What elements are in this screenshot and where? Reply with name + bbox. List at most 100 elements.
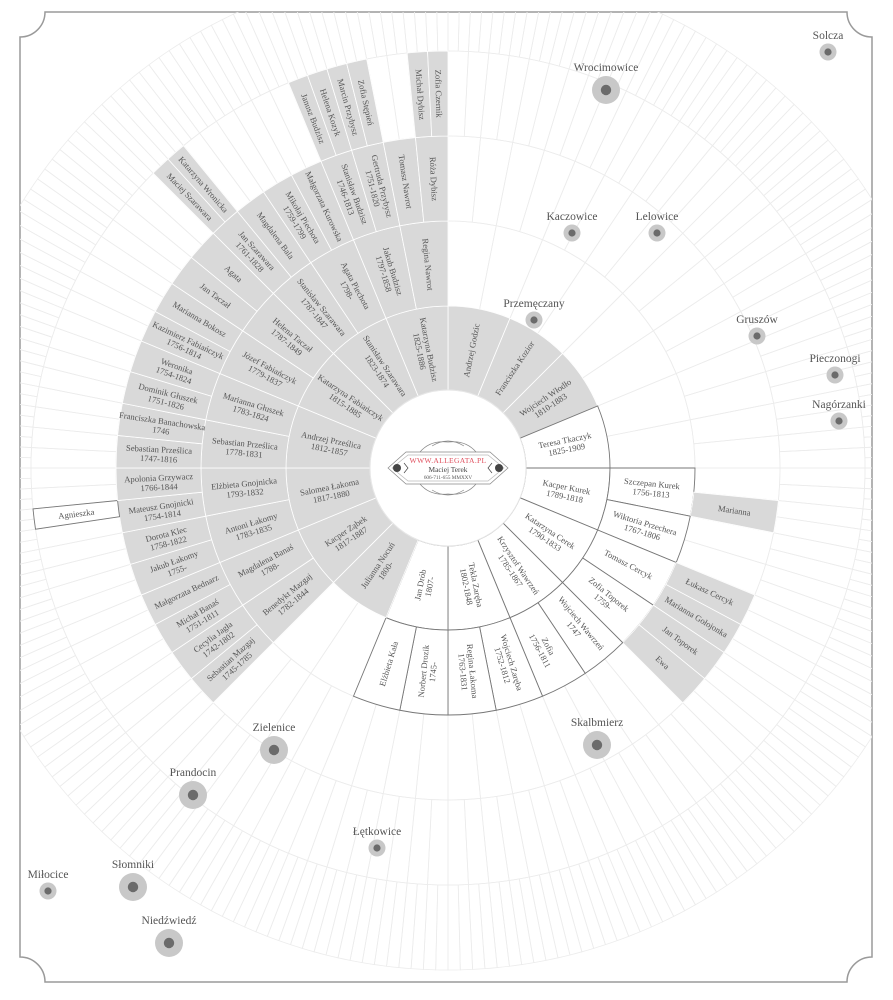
person-wedge[interactable]: Teresa Tkaczyk1825-1909 [519,405,611,469]
person-wedge[interactable]: Elżbieta Gnojnicka1793-1832 [200,467,290,517]
empty-slot [232,12,280,92]
person-label: Regina Łakoma1763-1831 [455,643,480,699]
person-wedge[interactable]: Józef Fabiańczyk1779-1837 [219,330,314,407]
place-marker[interactable]: Gruszów [736,314,778,345]
person-dates: 1778-1831 [225,446,263,460]
place-dot-icon [373,844,381,852]
place-marker[interactable]: Wrocimowice [574,62,639,104]
place-marker[interactable]: Kaczowice [546,211,598,242]
empty-slot [815,654,872,706]
person-wedge[interactable]: Ewa [622,624,706,704]
person-wedge[interactable]: Zofia1756-1811 [509,602,586,697]
empty-slot [20,636,72,684]
place-marker[interactable]: Przemęczany [503,298,565,329]
person-wedge[interactable]: Wojciech Zaręba1752-1812 [479,617,544,711]
empty-slot [815,230,872,282]
person-wedge[interactable]: Elżbieta Kała [352,617,417,711]
person-wedge[interactable]: Sebastian Prześlica1778-1831 [200,419,290,469]
person-wedge[interactable]: Tekla Zaręba1802-1848 [447,539,511,631]
place-marker[interactable]: Słomniki [112,859,154,901]
empty-slot [20,477,32,494]
person-wedge[interactable]: Zofia Czernik [427,50,449,137]
person-label: Marianna [717,503,751,518]
empty-slot [20,230,81,282]
person-dates: 1745- [427,661,439,682]
person-dates: 1747-1816 [140,453,178,465]
empty-slot [20,568,47,603]
empty-slot [832,617,872,661]
person-wedge[interactable]: Apolonia Grzywacz1766-1844 [115,467,203,501]
wedge-shape [167,145,238,223]
place-marker[interactable]: Skalbmierz [571,717,623,759]
person-wedge[interactable]: Tomasz Nawrot [382,137,425,227]
person-wedge[interactable]: Mateusz Gnojnicki1754-1814 [117,491,207,534]
place-dot-icon [268,744,280,756]
place-label: Skalbmierz [571,717,623,729]
person-wedge[interactable]: Sebastian Prześlica1747-1816 [115,435,203,469]
place-marker[interactable]: Zielenice [253,722,296,764]
empty-slot [20,467,32,481]
person-wedge[interactable]: Benedykt Mazgaj1782-1844 [242,557,335,644]
person-wedge[interactable]: Wiktoria Przechera1767-1806 [597,499,691,564]
place-dot-icon [163,937,175,949]
person-wedge[interactable]: Agnieszka [32,500,121,530]
place-marker[interactable]: Niedźwiedź [142,915,197,957]
person-wedge[interactable]: Weronika1754-1824 [129,340,221,397]
person-wedge[interactable]: Wojciech Włodło1810-1883 [502,352,599,439]
person-wedge[interactable]: Kacper Ząbek1817-1887 [297,497,394,584]
place-dot-icon [127,881,139,893]
person-wedge[interactable]: Michał Dybisz [406,51,433,139]
person-label: Sebastian Prześlica1747-1816 [125,443,192,466]
person-wedge[interactable]: Zofia Stępień [346,58,384,147]
place-marker[interactable]: Nagórzanki [812,399,866,430]
place-label: Solcza [813,30,844,42]
place-marker[interactable]: Prandocin [170,767,217,809]
empty-slot [861,508,872,530]
person-wedge[interactable]: Tomasz Cercyk [582,529,677,606]
empty-slot [849,333,872,368]
place-label: Miłocice [28,869,69,881]
person-label: Michał Dybisz [414,69,428,121]
place-marker[interactable]: Pieczonogi [809,353,861,384]
place-marker[interactable]: Łętkowice [353,826,402,857]
empty-slot [20,333,47,368]
place-dot-icon [653,229,661,237]
person-wedge[interactable]: Dorota Klec1758-1822 [121,515,213,565]
person-wedge[interactable]: Szczepan Kurek1756-1813 [606,467,696,517]
person-wedge[interactable]: Róża Dybisz [415,135,449,223]
person-wedge[interactable]: Julianna Nocuń1800- [332,522,419,619]
person-wedge[interactable]: Salomea Łakoma1817-1880 [285,467,377,531]
empty-slot [840,298,872,338]
empty-slot [20,588,53,626]
logo-author: Maciej Terek [429,465,468,474]
person-wedge[interactable]: Jakub Budzisz1797-1858 [352,225,417,319]
empty-slot [20,264,68,309]
person-wedge[interactable]: Wojciech Wawrzeń1747 [537,581,624,674]
empty-slot [860,518,872,543]
place-marker[interactable]: Lelowice [636,211,679,242]
empty-slot [856,538,872,567]
place-marker[interactable]: Solcza [813,30,844,61]
logo-url: WWW.ALLEGATA.PL [409,456,486,465]
empty-slot [20,598,56,638]
place-label: Prandocin [170,767,217,779]
empty-slot [832,275,872,319]
empty-slot [862,498,872,518]
empty-slot [558,12,595,70]
person-wedge[interactable]: Jan Toporek [638,604,725,680]
person-wedge[interactable]: Marianna Głuszek1783-1824 [205,372,299,437]
person-wedge[interactable]: Marianna [689,491,779,534]
place-marker[interactable]: Miłocice [28,869,69,900]
empty-slot [20,488,33,506]
person-wedge[interactable]: Norbert Drozik1745- [399,626,449,716]
person-wedge[interactable]: Andrzej Prześlica1812-1857 [285,405,377,469]
person-wedge[interactable]: Agata [190,232,274,312]
person-wedge[interactable]: Katarzyna Budzisz1825-1886 [385,305,449,397]
empty-slot [386,12,408,55]
empty-slot [828,264,872,309]
empty-slot [860,393,872,418]
person-wedge[interactable]: Dominik Głuszek1751-1826 [121,371,213,421]
person-wedge[interactable]: Regina Łakoma1763-1831 [447,626,497,716]
empty-slot [20,681,97,738]
empty-slot [824,252,872,300]
